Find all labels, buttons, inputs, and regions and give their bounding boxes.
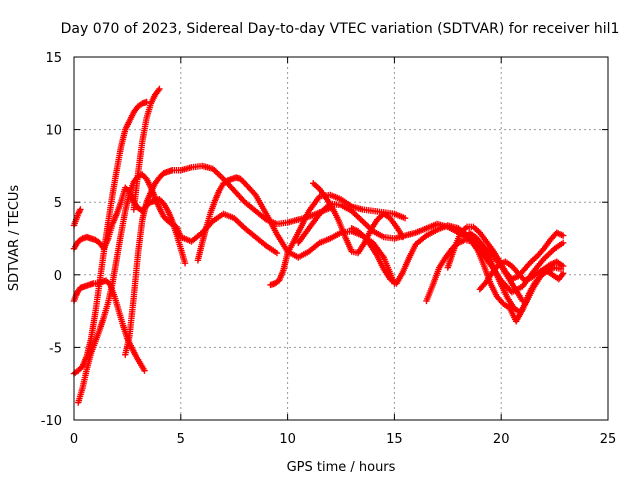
series-track-14 <box>444 223 567 283</box>
data-point <box>399 233 407 241</box>
ticks-layer: 0 5 10 15 20 25 -10 -5 0 5 10 15 <box>41 51 617 447</box>
x-tick-label: 25 <box>600 432 617 447</box>
series-track-6 <box>122 162 334 358</box>
data-point <box>273 249 281 257</box>
data-points-layer <box>70 85 567 406</box>
series-track-7 <box>130 85 163 213</box>
x-tick-label: 0 <box>70 432 78 447</box>
y-axis-label: SDTVAR / TECUs <box>7 185 22 292</box>
y-tick-label: -10 <box>41 414 62 429</box>
x-axis-label: GPS time / hours <box>287 460 396 475</box>
x-tick-label: 20 <box>493 432 510 447</box>
x-tick-label: 10 <box>279 432 296 447</box>
y-tick-label: 15 <box>45 51 62 66</box>
y-tick-label: 0 <box>54 269 62 284</box>
y-tick-label: -5 <box>49 341 62 356</box>
data-point <box>559 270 567 277</box>
data-point <box>559 262 567 270</box>
data-point <box>77 206 84 213</box>
x-tick-label: 5 <box>177 432 185 447</box>
data-point <box>156 85 163 93</box>
grid-layer <box>74 57 608 420</box>
series-track-12 <box>348 222 567 296</box>
x-tick-label: 15 <box>386 432 403 447</box>
plot-frame <box>73 56 609 421</box>
series-track-16 <box>476 258 567 293</box>
y-tick-label: 10 <box>45 124 62 139</box>
data-point <box>141 367 148 374</box>
data-point <box>181 259 189 267</box>
data-point <box>401 214 409 222</box>
series-track-8 <box>194 174 398 287</box>
chart-title: Day 070 of 2023, Sidereal Day-to-day VTE… <box>61 21 620 37</box>
data-point <box>559 232 567 239</box>
y-tick-label: 5 <box>54 196 62 211</box>
data-point <box>559 239 567 247</box>
